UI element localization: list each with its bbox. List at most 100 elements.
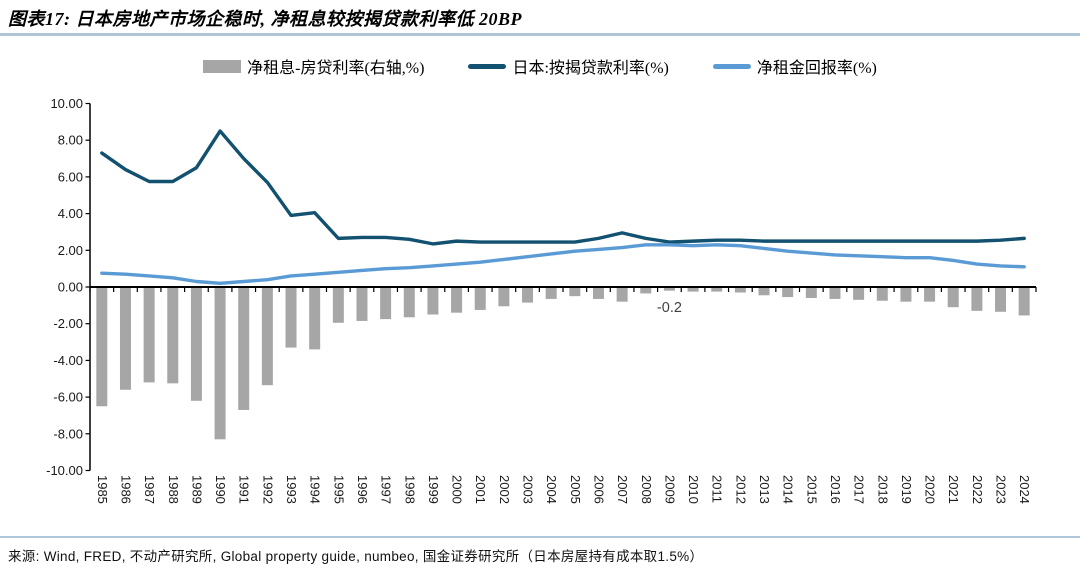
bar-2005 bbox=[569, 287, 581, 297]
legend: 净租息-房贷利率(右轴,%) 日本:按揭贷款利率(%) 净租金回报率(%) bbox=[0, 54, 1080, 78]
line-swatch-icon bbox=[468, 63, 507, 69]
bar-1987 bbox=[143, 287, 155, 383]
bar-1986 bbox=[119, 287, 131, 390]
axis-labels: -10.00 -8.00 -6.00 -4.00 -2.00 0.00 2.00 4.00 6.… bbox=[46, 96, 1032, 504]
x-axis-tick-label: 1995 bbox=[331, 475, 346, 504]
x-axis-tick-label: 2003 bbox=[521, 475, 536, 504]
bar-2011 bbox=[711, 287, 723, 292]
x-axis-tick-label: 1987 bbox=[142, 475, 157, 504]
line-series bbox=[100, 129, 1026, 286]
x-axis-tick-label: 2023 bbox=[994, 475, 1009, 504]
bar-2006 bbox=[592, 287, 604, 299]
x-axis-tick-label: 1997 bbox=[379, 475, 394, 504]
x-axis-tick-label: 2005 bbox=[568, 475, 583, 504]
bar-2009 bbox=[663, 287, 675, 291]
title-divider bbox=[0, 33, 1080, 36]
x-axis-tick-label: 2008 bbox=[639, 475, 654, 504]
bar-2023 bbox=[995, 287, 1007, 312]
x-axis-tick-label: 2015 bbox=[804, 475, 819, 504]
x-axis-tick-label: 2021 bbox=[946, 475, 961, 504]
x-axis-tick-label: 2009 bbox=[662, 475, 677, 504]
bar-1998 bbox=[403, 287, 415, 318]
bar-2016 bbox=[829, 287, 841, 299]
x-axis-tick-label: 2002 bbox=[497, 475, 512, 504]
x-axis-tick-label: 2010 bbox=[686, 475, 701, 504]
y-axis-tick-label: -8.00 bbox=[53, 426, 83, 441]
bar-value-annotation: -0.2 bbox=[657, 300, 682, 316]
x-axis-tick-label: 1992 bbox=[260, 475, 275, 504]
bar-2001 bbox=[474, 287, 486, 310]
bar-2002 bbox=[498, 287, 510, 307]
x-axis-tick-label: 2016 bbox=[828, 475, 843, 504]
line-swatch-icon bbox=[712, 63, 751, 69]
x-axis-tick-label: 1996 bbox=[355, 475, 370, 504]
x-axis-tick-label: 1991 bbox=[237, 475, 252, 504]
y-axis-tick-label: 4.00 bbox=[58, 206, 83, 221]
bar-1992 bbox=[261, 287, 273, 386]
x-axis-tick-label: 2019 bbox=[899, 475, 914, 504]
x-axis-tick-label: 2014 bbox=[781, 475, 796, 504]
x-axis-tick-label: 2004 bbox=[544, 475, 559, 504]
x-axis-tick-label: 2006 bbox=[591, 475, 606, 504]
x-axis-tick-label: 2020 bbox=[923, 475, 938, 504]
bar-2018 bbox=[876, 287, 888, 301]
bar-1997 bbox=[380, 287, 392, 320]
x-axis-tick-label: 2000 bbox=[450, 475, 465, 504]
bar-2008 bbox=[640, 287, 652, 294]
y-axis-tick-label: -6.00 bbox=[53, 390, 83, 405]
y-axis-tick-label: 8.00 bbox=[58, 133, 83, 148]
bar-1989 bbox=[190, 287, 202, 401]
bar-2007 bbox=[616, 287, 628, 302]
legend-label: 净租息-房贷利率(右轴,%) bbox=[247, 60, 425, 77]
bar-2020 bbox=[924, 287, 936, 302]
bar-1999 bbox=[427, 287, 439, 315]
legend-label: 日本:按揭贷款利率(%) bbox=[512, 60, 669, 77]
bar-2000 bbox=[451, 287, 463, 313]
x-axis-tick-label: 2013 bbox=[757, 475, 772, 504]
x-axis-tick-label: 1998 bbox=[402, 475, 417, 504]
bar-2012 bbox=[734, 287, 746, 293]
source-note: 来源: Wind, FRED, 不动产研究所, Global property … bbox=[8, 549, 704, 564]
bar-1993 bbox=[285, 287, 297, 348]
bar-1990 bbox=[214, 287, 226, 440]
x-axis-tick-label: 2024 bbox=[1017, 475, 1032, 504]
bar-2003 bbox=[522, 287, 534, 303]
x-axis-tick-label: 1999 bbox=[426, 475, 441, 504]
bar-2021 bbox=[947, 287, 959, 308]
bar-2014 bbox=[782, 287, 794, 298]
bar-2015 bbox=[805, 287, 817, 299]
y-axis-tick-label: 0.00 bbox=[58, 280, 83, 295]
bar-1995 bbox=[332, 287, 344, 323]
x-axis-tick-label: 2018 bbox=[875, 475, 890, 504]
chart-title: 图表17: 日本房地产市场企稳时, 净租息较按揭贷款利率低 20BP bbox=[8, 9, 522, 29]
bar-2019 bbox=[900, 287, 912, 302]
bar-2013 bbox=[758, 287, 770, 296]
x-axis-tick-label: 1985 bbox=[95, 475, 110, 504]
y-axis-tick-label: 2.00 bbox=[58, 243, 83, 258]
x-axis-tick-label: 1986 bbox=[118, 475, 133, 504]
y-axis-tick-label: -4.00 bbox=[53, 353, 83, 368]
x-axis-tick-label: 1993 bbox=[284, 475, 299, 504]
source-divider bbox=[0, 536, 1080, 538]
bar-1985 bbox=[96, 287, 108, 407]
x-axis-tick-label: 1990 bbox=[213, 475, 228, 504]
x-axis-tick-label: 1994 bbox=[308, 475, 323, 504]
bar-2004 bbox=[545, 287, 557, 299]
x-axis-tick-label: 2011 bbox=[710, 475, 725, 503]
x-axis-tick-label: 2007 bbox=[615, 475, 630, 504]
bar-2022 bbox=[971, 287, 983, 311]
legend-item-mortgage-rate: 日本:按揭贷款利率(%) bbox=[468, 54, 669, 78]
x-axis-tick-label: 2022 bbox=[970, 475, 985, 504]
bar-2017 bbox=[853, 287, 865, 300]
bars-series bbox=[96, 287, 1030, 440]
bar-1996 bbox=[356, 287, 368, 321]
y-axis-tick-label: -10.00 bbox=[46, 463, 83, 478]
y-axis-tick-label: 6.00 bbox=[58, 169, 83, 184]
y-axis-tick-label: -2.00 bbox=[53, 316, 83, 331]
x-axis-tick-label: 2001 bbox=[473, 475, 488, 504]
bar-1994 bbox=[309, 287, 321, 350]
y-axis-tick-label: 10.00 bbox=[50, 96, 83, 111]
x-axis-tick-label: 1989 bbox=[189, 475, 204, 504]
